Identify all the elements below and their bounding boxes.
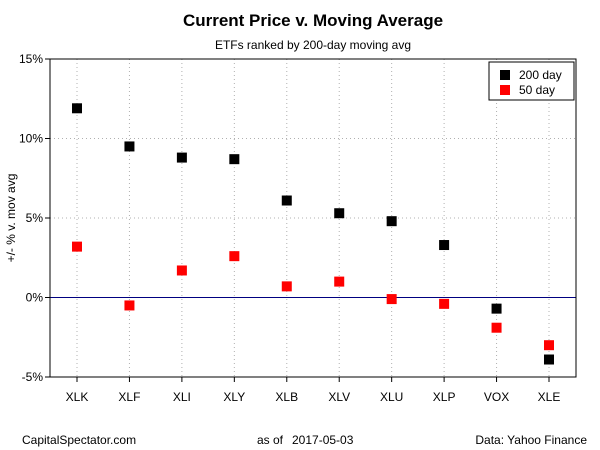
y-axis-label: +/- % v. mov avg bbox=[4, 174, 18, 263]
point-50-day bbox=[334, 276, 345, 287]
point-200-day bbox=[229, 154, 240, 165]
point-200-day bbox=[334, 208, 345, 219]
point-50-day bbox=[281, 281, 292, 292]
legend-label: 50 day bbox=[519, 83, 555, 97]
footer-date: 2017-05-03 bbox=[292, 433, 354, 447]
point-200-day bbox=[124, 141, 135, 152]
x-tick-label: XLV bbox=[328, 390, 350, 404]
point-50-day bbox=[386, 294, 397, 305]
point-50-day bbox=[124, 300, 135, 311]
point-50-day bbox=[491, 322, 502, 333]
footer-data-source: Data: Yahoo Finance bbox=[475, 433, 587, 447]
point-50-day bbox=[72, 241, 82, 252]
x-tick-label: XLK bbox=[66, 390, 89, 404]
x-tick-label: VOX bbox=[484, 390, 509, 404]
point-200-day bbox=[176, 152, 187, 163]
y-tick-label: 5% bbox=[26, 211, 44, 225]
chart-title: Current Price v. Moving Average bbox=[183, 11, 443, 30]
x-tick-label: XLI bbox=[173, 390, 191, 404]
y-tick-label: 15% bbox=[19, 52, 43, 66]
point-200-day bbox=[439, 240, 450, 251]
chart-subtitle: ETFs ranked by 200-day moving avg bbox=[215, 38, 411, 52]
plot-border bbox=[49, 58, 577, 378]
footer-as-of-label: as of bbox=[257, 433, 284, 447]
y-tick-label: -5% bbox=[22, 370, 44, 384]
point-50-day bbox=[229, 251, 240, 262]
point-50-day bbox=[176, 265, 187, 276]
y-tick-label: 10% bbox=[19, 132, 43, 146]
x-tick-label: XLF bbox=[118, 390, 140, 404]
point-50-day bbox=[544, 340, 554, 351]
y-axis: 15% 10% 5% 0% -5% bbox=[19, 52, 50, 384]
point-200-day bbox=[386, 216, 397, 227]
x-tick-label: XLU bbox=[380, 390, 403, 404]
point-50-day bbox=[439, 298, 450, 309]
point-200-day bbox=[72, 103, 82, 114]
x-tick-label: XLP bbox=[433, 390, 456, 404]
point-200-day bbox=[544, 354, 554, 365]
footer-source-left: CapitalSpectator.com bbox=[22, 433, 136, 447]
legend-label: 200 day bbox=[519, 68, 562, 82]
x-tick-label: XLE bbox=[538, 390, 561, 404]
x-axis: XLK XLF XLI XLY XLB XLV XLU XLP VOX XLE bbox=[66, 377, 561, 404]
data-points bbox=[72, 103, 554, 365]
legend-swatch bbox=[500, 85, 510, 95]
point-200-day bbox=[281, 195, 292, 206]
legend-swatch bbox=[500, 70, 510, 80]
x-tick-label: XLY bbox=[223, 390, 245, 404]
x-tick-label: XLB bbox=[275, 390, 298, 404]
y-tick-label: 0% bbox=[26, 291, 44, 305]
point-200-day bbox=[491, 303, 502, 314]
